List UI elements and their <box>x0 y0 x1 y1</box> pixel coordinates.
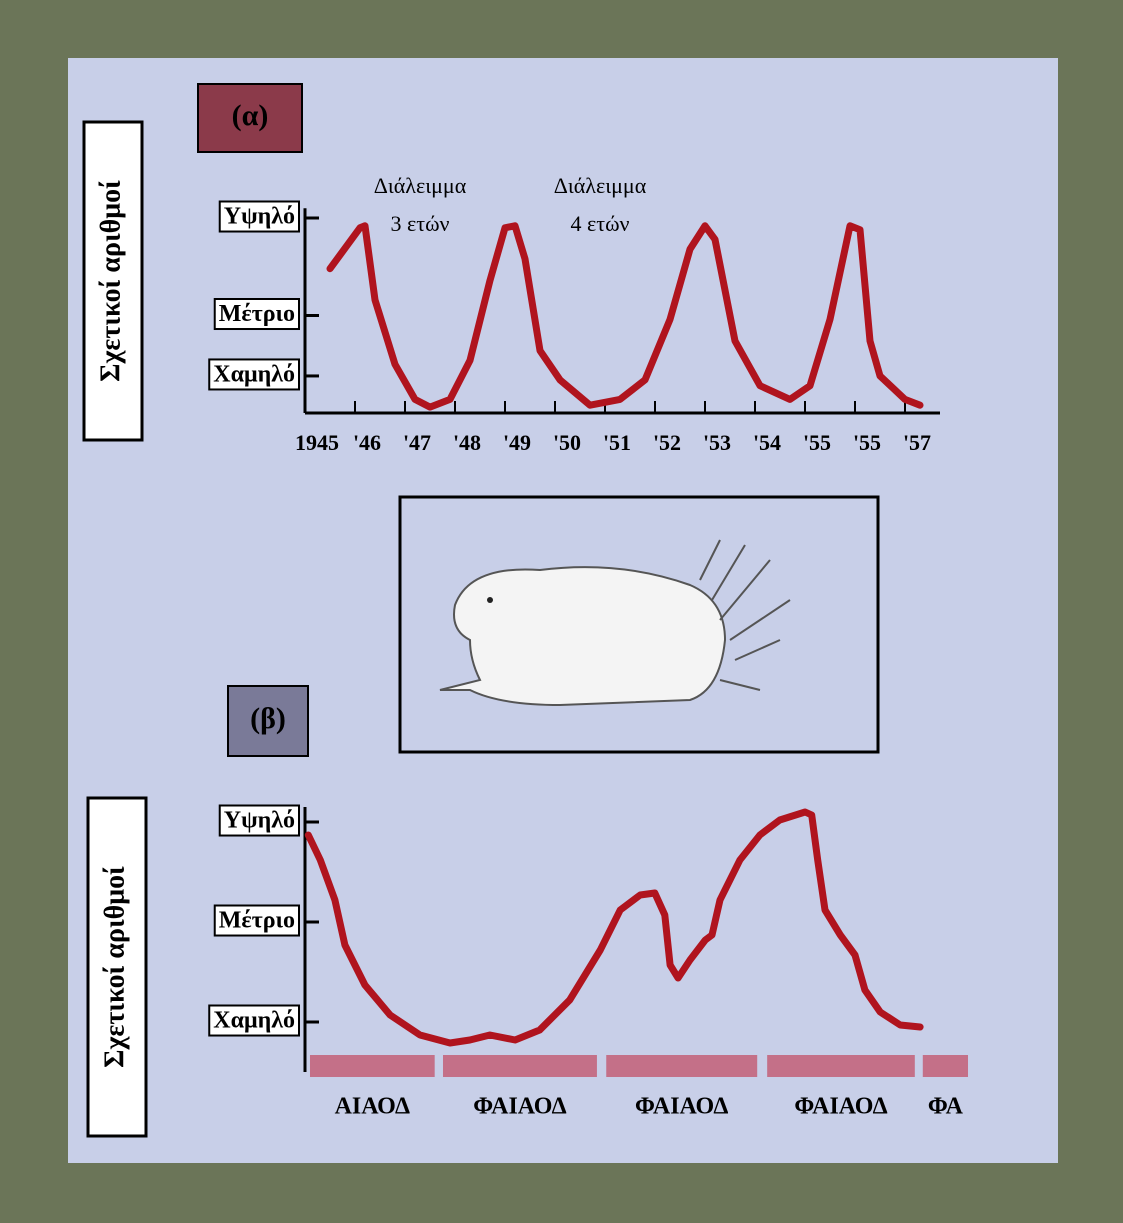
lemming-illustration <box>400 497 878 752</box>
period-label: ΦΑΙΑΟΔ <box>635 1094 728 1120</box>
x-tick-label: '52 <box>653 430 681 455</box>
period-label: ΦΑ <box>928 1094 964 1120</box>
panel-label: (β) <box>250 702 286 735</box>
period-bar <box>767 1055 915 1077</box>
y-tick-label: Χαμηλό <box>213 361 295 387</box>
period-bar <box>606 1055 757 1077</box>
x-tick-label: '53 <box>703 430 731 455</box>
eye <box>487 597 493 603</box>
period-bar <box>923 1055 968 1077</box>
x-tick-label: '46 <box>353 430 381 455</box>
x-tick-label: '51 <box>603 430 631 455</box>
x-tick-label: '48 <box>453 430 481 455</box>
x-tick-label: '49 <box>503 430 531 455</box>
animal <box>440 567 725 705</box>
x-tick-label: '55 <box>803 430 831 455</box>
y-title: Σχετικοί αριθμοί <box>95 180 126 382</box>
y-title: Σχετικοί αριθμοί <box>99 866 130 1068</box>
y-tick-label: Υψηλό <box>224 204 295 230</box>
y-tick-label: Μέτριο <box>219 301 295 327</box>
page: (α) (β) Σχετικοί αριθμοί Σχετικοί αριθμο… <box>0 0 1123 1223</box>
period-label: ΦΑΙΑΟΔ <box>473 1094 566 1120</box>
period-label: ΦΑΙΑΟΔ <box>794 1094 887 1120</box>
panel-label: (α) <box>232 99 269 132</box>
annotation: Διάλειμμα <box>554 173 647 198</box>
x-tick-label: '50 <box>553 430 581 455</box>
annotation: 4 ετών <box>570 211 629 236</box>
annotation: 3 ετών <box>390 211 449 236</box>
x-tick-label: '47 <box>403 430 431 455</box>
period-bar <box>443 1055 597 1077</box>
y-tick-label: Μέτριο <box>219 908 295 934</box>
x-tick-label: '54 <box>753 430 781 455</box>
x-tick-label: '55 <box>853 430 881 455</box>
period-label: ΑΙΑΟΔ <box>335 1094 411 1120</box>
period-bar <box>310 1055 435 1077</box>
x-tick-label: 1945 <box>295 430 339 455</box>
y-tick-label: Χαμηλό <box>213 1008 295 1034</box>
x-tick-label: '57 <box>903 430 931 455</box>
y-tick-label: Υψηλό <box>224 808 295 834</box>
annotation: Διάλειμμα <box>374 173 467 198</box>
